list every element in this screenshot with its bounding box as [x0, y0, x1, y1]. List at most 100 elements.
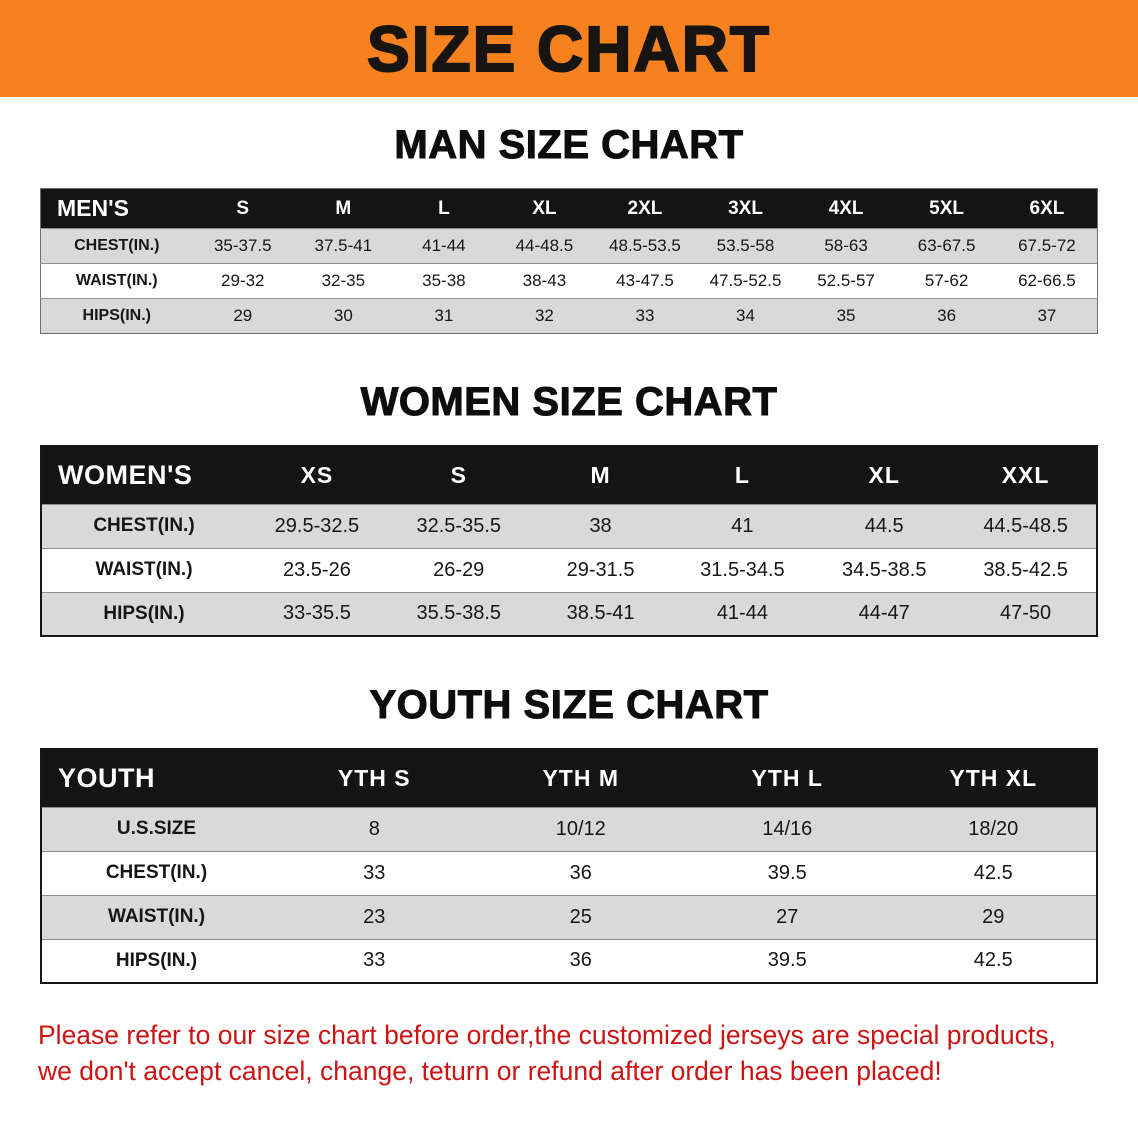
size-value: 31.5-34.5	[700, 558, 785, 581]
size-value: 33	[363, 861, 386, 884]
size-column-header: YTH XL	[949, 764, 1038, 791]
size-value: 14/16	[762, 817, 813, 840]
size-value: 58-63	[824, 236, 868, 255]
size-value: 38-43	[522, 271, 567, 290]
size-value: 33	[363, 949, 386, 972]
size-value: 44-48.5	[515, 236, 574, 255]
size-value: 36	[937, 306, 957, 325]
size-value: 37.5-41	[314, 236, 373, 255]
size-value: 41-44	[716, 602, 768, 625]
size-value: 47.5-52.5	[709, 271, 782, 290]
size-column-header: L	[438, 197, 450, 219]
size-value: 29-32	[221, 271, 265, 290]
row-label: U.S.SIZE	[116, 818, 197, 839]
size-chart-banner: SIZE CHART	[0, 0, 1138, 97]
size-value: 35	[836, 306, 856, 325]
size-value: 39.5	[767, 949, 807, 972]
banner-title: SIZE CHART	[366, 12, 771, 85]
women-size-table: WOMEN'S XS S M L XL XXL CHEST(IN.) 29.5-32.5 32.5…	[40, 445, 1098, 637]
size-value: 44-47	[858, 602, 910, 625]
youth-table-header-row: YOUTH YTH S YTH M YTH L YTH XL	[41, 749, 1097, 807]
size-value: 41	[731, 514, 754, 537]
table-row: WAIST(IN.) 29-32 32-35 35-38 38-43 43-47.5 47.…	[40, 263, 1098, 299]
row-label: CHEST(IN.)	[74, 237, 160, 254]
size-value: 29.5-32.5	[274, 514, 360, 537]
men-size-table: MEN'S S M L XL 2XL 3XL 4XL 5XL 6XL CHEST(IN.) 35-37…	[40, 188, 1098, 334]
size-value: 34.5-38.5	[841, 558, 927, 581]
size-value: 35.5-38.5	[416, 602, 501, 625]
size-value: 31	[434, 306, 454, 325]
size-value: 38.5-41	[566, 602, 635, 625]
size-value: 34	[736, 306, 755, 325]
footer-note-line-2: we don't accept cancel, change, teturn o…	[38, 1055, 942, 1086]
size-value: 47-50	[999, 602, 1052, 625]
size-value: 44.5-48.5	[983, 514, 1068, 537]
size-value: 29-31.5	[566, 558, 635, 581]
size-column-header: XXL	[1001, 461, 1050, 488]
size-value: 62-66.5	[1018, 271, 1076, 290]
size-chart-body: MAN SIZE CHART MEN'S S M L XL 2XL 3XL 4XL 5XL 6XL…	[0, 123, 1138, 1090]
size-column-header: XL	[868, 461, 900, 488]
row-label: WAIST(IN.)	[107, 906, 206, 927]
row-label: CHEST(IN.)	[105, 862, 208, 883]
size-value: 48.5-53.5	[609, 236, 681, 255]
size-value: 18/20	[968, 817, 1019, 840]
men-table-header-row: MEN'S S M L XL 2XL 3XL 4XL 5XL 6XL	[40, 188, 1098, 229]
size-value: 36	[569, 861, 592, 884]
size-value: 32-35	[321, 271, 366, 290]
table-row: CHEST(IN.) 29.5-32.5 32.5-35.5 38 41 44.5 44.5…	[41, 504, 1097, 548]
size-column-header: YTH L	[751, 764, 823, 791]
table-row: HIPS(IN.) 33 36 39.5 42.5	[41, 939, 1097, 983]
size-value: 29	[233, 306, 253, 325]
table-row: WAIST(IN.) 23.5-26 26-29 29-31.5 31.5-34.5 34…	[41, 548, 1097, 592]
size-column-header: YTH S	[337, 764, 411, 791]
size-value: 27	[776, 905, 799, 928]
size-value: 38.5-42.5	[983, 558, 1068, 581]
size-column-header: S	[236, 197, 250, 219]
women-table-title-cell: WOMEN'S	[58, 459, 193, 490]
size-value: 63-67.5	[917, 236, 976, 255]
size-value: 23.5-26	[282, 558, 351, 581]
size-value: 53.5-58	[716, 236, 775, 255]
men-section-heading: MAN SIZE CHART	[394, 123, 744, 168]
size-value: 23	[363, 905, 386, 928]
size-value: 42.5	[973, 861, 1013, 884]
size-value: 26-29	[433, 558, 485, 581]
size-value: 8	[368, 817, 380, 840]
size-column-header: 4XL	[828, 197, 864, 219]
size-column-header: XS	[300, 461, 334, 488]
size-value: 35-38	[422, 271, 466, 290]
table-row: U.S.SIZE 8 10/12 14/16 18/20	[41, 807, 1097, 851]
row-label: HIPS(IN.)	[115, 949, 198, 971]
size-value: 67.5-72	[1018, 236, 1076, 255]
youth-table-title-cell: YOUTH	[58, 762, 155, 793]
footer-note: Please refer to our size chart before or…	[38, 1018, 1100, 1090]
row-label: HIPS(IN.)	[103, 602, 185, 624]
size-value: 32	[534, 306, 554, 325]
men-table-title-cell: MEN'S	[57, 195, 129, 221]
size-value: 57-62	[924, 271, 969, 290]
size-value: 43-47.5	[616, 271, 674, 290]
size-column-header: 5XL	[929, 197, 965, 219]
size-value: 44.5	[864, 514, 904, 537]
women-size-section: WOMEN SIZE CHART WOMEN'S XS S M L XL XXL CHEST(…	[0, 380, 1138, 637]
youth-size-table: YOUTH YTH S YTH M YTH L YTH XL U.S.SIZE 8 10/12…	[40, 748, 1098, 984]
youth-size-section: YOUTH SIZE CHART YOUTH YTH S YTH M YTH L YTH…	[0, 683, 1138, 984]
row-label: WAIST(IN.)	[95, 559, 193, 580]
size-value: 42.5	[973, 949, 1013, 972]
size-value: 10/12	[555, 817, 606, 840]
size-value: 52.5-57	[817, 271, 875, 290]
size-value: 33	[635, 306, 655, 325]
table-row: HIPS(IN.) 29 30 31 32 33 34 35 36 37	[40, 298, 1098, 334]
size-column-header: YTH M	[542, 764, 620, 791]
size-column-header: S	[450, 461, 467, 488]
men-size-section: MAN SIZE CHART MEN'S S M L XL 2XL 3XL 4XL 5XL 6XL…	[0, 123, 1138, 334]
size-column-header: 2XL	[627, 197, 663, 219]
table-row: WAIST(IN.) 23 25 27 29	[41, 895, 1097, 939]
size-value: 39.5	[767, 861, 807, 884]
women-section-heading: WOMEN SIZE CHART	[360, 380, 778, 425]
size-column-header: M	[590, 461, 611, 488]
size-column-header: XL	[532, 197, 557, 219]
size-value: 25	[569, 905, 592, 928]
size-column-header: L	[734, 461, 750, 488]
